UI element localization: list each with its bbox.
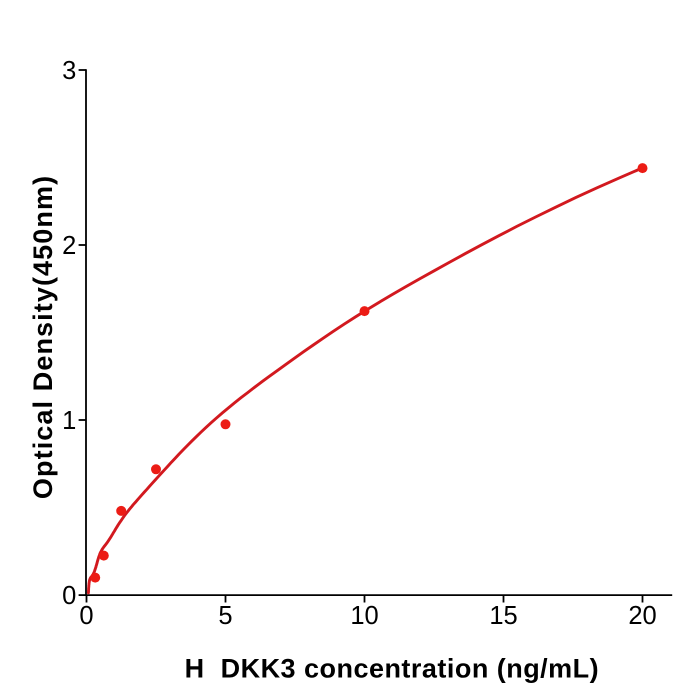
svg-text:1: 1	[62, 407, 76, 435]
svg-text:2: 2	[62, 232, 76, 260]
svg-text:10: 10	[350, 602, 378, 630]
svg-text:20: 20	[628, 602, 656, 630]
svg-text:H DKK3 concentration (ng/mL): H DKK3 concentration (ng/mL)	[185, 654, 599, 684]
svg-text:Optical Density(450nm): Optical Density(450nm)	[28, 175, 58, 499]
svg-text:15: 15	[489, 602, 517, 630]
svg-text:5: 5	[218, 602, 232, 630]
svg-text:3: 3	[62, 57, 76, 85]
svg-text:0: 0	[79, 602, 93, 630]
svg-text:0: 0	[62, 582, 76, 610]
